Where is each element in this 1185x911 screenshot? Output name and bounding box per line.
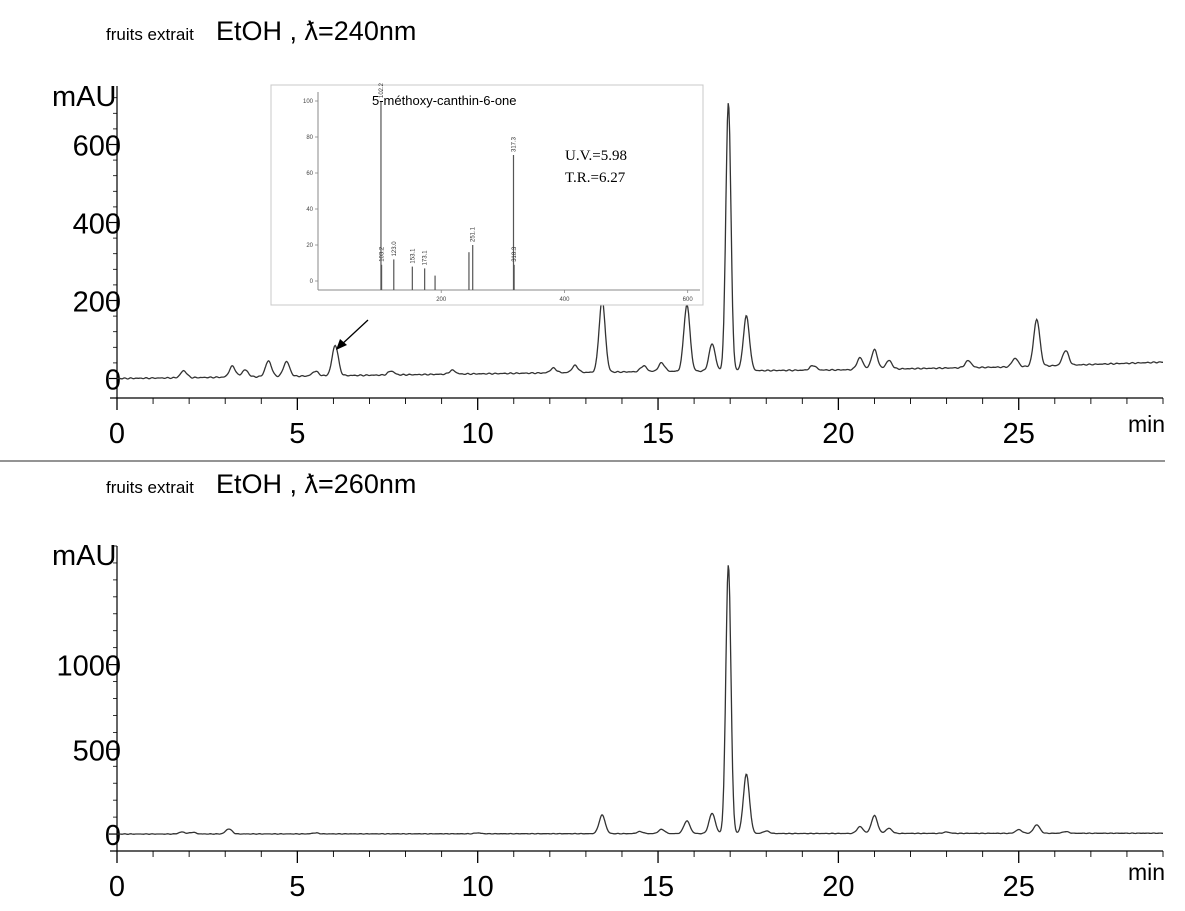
chart-240nm-title-main: EtOH , ƛ=240nm — [216, 16, 416, 46]
y-tick-label: 1000 — [56, 651, 121, 683]
chart-260nm-x-ticks: 0 5 10 15 20 25 — [109, 851, 1164, 903]
chart-240nm-x-ticks: 0 5 10 15 20 25 — [109, 398, 1164, 450]
inset-y-tick-label: 100 — [303, 99, 314, 105]
x-tick-label: 10 — [462, 418, 494, 450]
y-tick-label: 200 — [73, 287, 121, 319]
chart-240nm-title-prefix: fruits extrait — [106, 25, 194, 44]
inset-note-tr: T.R.=6.27 — [565, 170, 626, 186]
inset-frame — [270, 84, 704, 306]
inset-peak-label: 123.0 — [392, 241, 398, 257]
inset-y-tick-label: 60 — [306, 171, 313, 177]
inset-y-tick-label: 20 — [306, 243, 313, 249]
y-tick-label: 500 — [73, 735, 121, 767]
annotation-arrowhead — [336, 339, 347, 350]
inset-x-ticks: 200 400 600 — [436, 290, 693, 303]
chart-240nm-y-ticks: 0 200 400 600 — [73, 97, 121, 397]
inset-peak-label: 173.1 — [423, 250, 429, 266]
chart-260nm: fruits extrait EtOH , ƛ=260nm mAU min 0 5… — [52, 469, 1165, 903]
inset-compound-name: 5-méthoxy-canthin-6-one — [372, 93, 517, 108]
x-tick-label: 10 — [462, 871, 494, 903]
chart-260nm-series-line — [116, 565, 1163, 835]
chart-240nm-ylabel: mAU — [52, 81, 116, 113]
inset-mass-spectrum: 0 20 40 60 80 100 200 400 600 102.2 103.2 123.0 15… — [270, 82, 704, 306]
y-tick-label: 600 — [73, 131, 121, 163]
inset-y-ticks: 0 20 40 60 80 100 — [303, 99, 318, 285]
x-tick-label: 25 — [1003, 418, 1035, 450]
x-tick-label: 20 — [822, 871, 854, 903]
x-tick-label: 5 — [289, 871, 305, 903]
inset-y-tick-label: 40 — [306, 207, 313, 213]
inset-note-uv: U.V.=5.98 — [565, 148, 627, 164]
inset-x-tick-label: 600 — [683, 297, 694, 303]
chart-260nm-xlabel: min — [1128, 859, 1165, 885]
annotation-arrow — [339, 319, 369, 347]
chart-240nm: fruits extrait EtOH , ƛ=240nm mAU min 0 2… — [52, 16, 1165, 450]
inset-y-tick-label: 0 — [310, 279, 314, 285]
inset-peak-label: 318.3 — [512, 246, 518, 262]
y-tick-label: 0 — [105, 365, 121, 397]
chart-260nm-y-ticks: 0 500 1000 — [56, 545, 121, 852]
x-tick-label: 0 — [109, 871, 125, 903]
x-tick-label: 0 — [109, 418, 125, 450]
chart-240nm-series-line — [116, 103, 1163, 380]
inset-peak-label: 153.1 — [410, 248, 416, 264]
chart-260nm-ylabel: mAU — [52, 540, 116, 572]
chart-260nm-title-prefix: fruits extrait — [106, 478, 194, 497]
x-tick-label: 20 — [822, 418, 854, 450]
chart-240nm-xlabel: min — [1128, 411, 1165, 437]
inset-peak-label: 102.2 — [379, 82, 385, 98]
x-tick-label: 15 — [642, 418, 674, 450]
y-tick-label: 400 — [73, 209, 121, 241]
inset-y-tick-label: 80 — [306, 135, 313, 141]
y-tick-label: 0 — [105, 820, 121, 852]
inset-peak-label: 251.1 — [471, 226, 477, 242]
inset-x-tick-label: 400 — [559, 297, 570, 303]
x-tick-label: 25 — [1003, 871, 1035, 903]
chart-260nm-title-main: EtOH , ƛ=260nm — [216, 469, 416, 499]
inset-peak-label: 317.3 — [511, 136, 517, 152]
inset-peak-label: 103.2 — [380, 246, 386, 262]
inset-x-tick-label: 200 — [436, 297, 447, 303]
x-tick-label: 5 — [289, 418, 305, 450]
x-tick-label: 15 — [642, 871, 674, 903]
inset-peaks: 102.2 103.2 123.0 153.1 173.1 251.1 317.3 318.3 — [379, 82, 518, 290]
